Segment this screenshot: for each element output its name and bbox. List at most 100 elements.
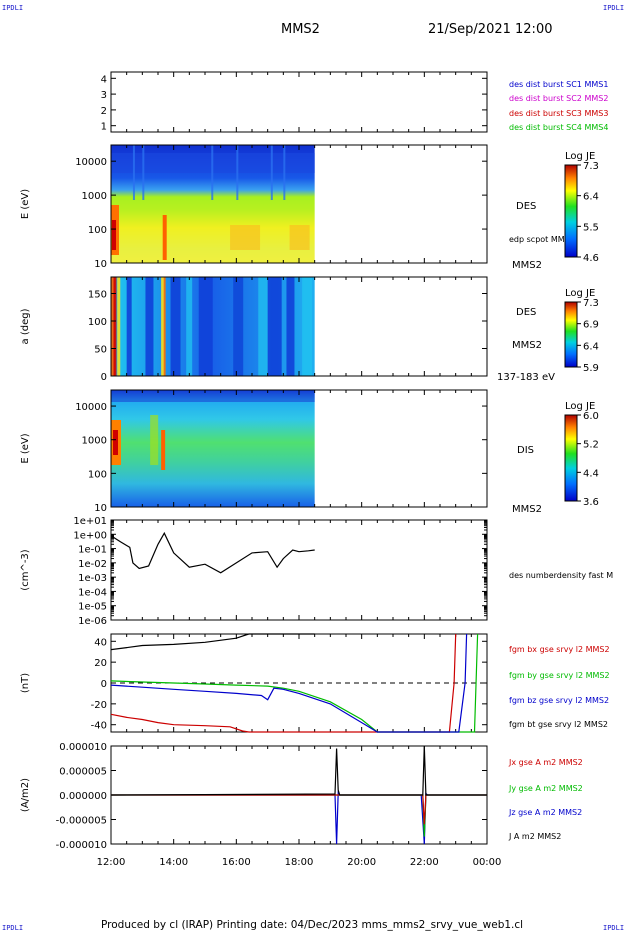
des_energy-stripe bbox=[211, 145, 214, 200]
burst-legend-item: des dist burst SC4 MMS4 bbox=[509, 123, 608, 132]
bfield-ytick-label: 0 bbox=[101, 679, 107, 690]
burst-ytick-label: 4 bbox=[101, 74, 107, 85]
des_energy-stripe bbox=[270, 145, 273, 200]
density-ytick-label: 1e+01 bbox=[73, 516, 107, 527]
des_energy-right-label: edp scpot MMS2 bbox=[509, 235, 575, 244]
time-tick-label: 18:00 bbox=[285, 857, 314, 868]
time-tick-label: 14:00 bbox=[159, 857, 188, 868]
spacecraft-title: MMS2 bbox=[281, 22, 320, 37]
datetime-title: 21/Sep/2021 12:00 bbox=[428, 22, 553, 37]
des_energy-colorbar bbox=[564, 164, 578, 258]
des_pitch-heatmap bbox=[111, 277, 315, 376]
dis_energy-colorbar-label: 3.6 bbox=[583, 497, 599, 508]
corner-label-bottom-left: IPDLI bbox=[2, 924, 24, 932]
time-tick-label: 20:00 bbox=[347, 857, 376, 868]
bfield-ytick-label: 20 bbox=[94, 658, 107, 669]
density-ytick-label: 1e-04 bbox=[78, 587, 107, 598]
current-ylabel: (A/m2) bbox=[20, 778, 31, 812]
des_energy-right-label: DES bbox=[516, 201, 536, 212]
time-tick-label: 16:00 bbox=[222, 857, 251, 868]
des_energy-colorbar-label: 6.4 bbox=[583, 192, 599, 203]
des_energy-hotspot bbox=[112, 220, 116, 250]
des_pitch-ytick-label: 100 bbox=[88, 317, 107, 328]
density-ytick-label: 1e-05 bbox=[78, 602, 107, 613]
current-ytick-label: 0.000010 bbox=[59, 742, 107, 753]
des_pitch-stripe bbox=[198, 277, 213, 376]
corner-label-top-right: IPDLI bbox=[603, 4, 625, 12]
series-line bbox=[110, 633, 468, 733]
burst-frame bbox=[110, 71, 488, 133]
des_pitch-ylabel: a (deg) bbox=[20, 308, 31, 344]
dis_energy-ytick-label: 100 bbox=[88, 469, 107, 480]
des_energy-stripe bbox=[142, 145, 145, 200]
burst-legend-item: des dist burst SC2 MMS2 bbox=[509, 94, 608, 103]
des_pitch-stripe bbox=[111, 277, 115, 376]
des_pitch-stripe bbox=[233, 277, 244, 376]
density-ytick-label: 1e-02 bbox=[78, 559, 107, 570]
series-line bbox=[111, 794, 487, 837]
bfield-legend-item: fgm by gse srvy l2 MMS2 bbox=[509, 671, 610, 680]
current-ytick-label: 0.000005 bbox=[59, 767, 107, 778]
density-frame bbox=[110, 519, 488, 621]
density-ytick-label: 1e-06 bbox=[78, 616, 107, 627]
bfield-ylabel: (nT) bbox=[20, 673, 31, 693]
density-ytick-label: 1e+00 bbox=[73, 530, 107, 541]
des_pitch-right-label: MMS2 bbox=[512, 340, 542, 351]
dis_energy-right-label: MMS2 bbox=[512, 504, 542, 515]
des_pitch-stripe bbox=[161, 277, 165, 376]
time-tick-label: 12:00 bbox=[97, 857, 126, 868]
des_pitch-ytick-label: 50 bbox=[94, 345, 107, 356]
des_pitch-stripe bbox=[170, 277, 181, 376]
des_pitch-stripe bbox=[113, 277, 117, 376]
des_energy-colorbar-label: 4.6 bbox=[583, 253, 599, 264]
current-ytick-label: -0.000005 bbox=[56, 816, 107, 827]
density-legend-item: des numberdensity fast M bbox=[509, 571, 613, 580]
series-line bbox=[110, 633, 315, 651]
des_energy-colorbar-label: 7.3 bbox=[583, 161, 599, 172]
footer-credit: Produced by cl (IRAP) Printing date: 04/… bbox=[101, 919, 524, 931]
density-ylabel: (cm^-3) bbox=[20, 549, 31, 590]
dis_energy-colorbar bbox=[564, 414, 578, 502]
current-legend-item: J A m2 MMS2 bbox=[508, 832, 561, 841]
dis_energy-colorbar-label: 4.4 bbox=[583, 468, 599, 479]
des_pitch-ytick-label: 0 bbox=[101, 372, 107, 383]
des_pitch-stripe bbox=[117, 277, 121, 376]
bfield-legend-item: fgm bz gse srvy l2 MMS2 bbox=[509, 696, 609, 705]
des_pitch-stripe bbox=[286, 277, 295, 376]
dis_energy-ytick-label: 10000 bbox=[75, 402, 107, 413]
dis_energy-ytick-label: 1000 bbox=[82, 436, 107, 447]
current-legend-item: Jx gse A m2 MMS2 bbox=[508, 758, 583, 767]
des_energy-ylabel: E (eV) bbox=[20, 189, 31, 219]
corner-label-bottom-right: IPDLI bbox=[603, 924, 625, 932]
dis_energy-ytick-label: 10 bbox=[94, 503, 107, 514]
dis_energy-hotspot bbox=[113, 430, 118, 455]
des_energy-ytick-label: 1000 bbox=[82, 191, 107, 202]
dis_energy-colorbar-title: Log JE bbox=[565, 401, 595, 412]
bfield-legend-item: fgm bt gse srvy l2 MMS2 bbox=[509, 720, 608, 729]
des_pitch-colorbar-title: Log JE bbox=[565, 288, 595, 299]
des_energy-colorbar-title: Log JE bbox=[565, 151, 595, 162]
series-line bbox=[111, 790, 487, 845]
corner-label-top-left: IPDLI bbox=[2, 4, 24, 12]
des_pitch-colorbar bbox=[564, 301, 578, 368]
des_pitch-ytick-label: 150 bbox=[88, 290, 107, 301]
burst-ytick-label: 1 bbox=[101, 122, 107, 133]
bfield-ytick-label: 40 bbox=[94, 637, 107, 648]
current-legend-item: Jz gse A m2 MMS2 bbox=[508, 808, 582, 817]
current-ytick-label: 0.000000 bbox=[59, 791, 107, 802]
des_pitch-colorbar-label: 6.4 bbox=[583, 341, 599, 352]
bfield-ytick-label: -40 bbox=[91, 721, 107, 732]
dis_energy-ylabel: E (eV) bbox=[20, 433, 31, 463]
dis_energy-heatmap bbox=[111, 390, 315, 507]
des_energy-stripe bbox=[236, 145, 239, 200]
des_pitch-right-label: 137-183 eV bbox=[497, 372, 555, 383]
des_pitch-right-label: DES bbox=[516, 307, 536, 318]
des_pitch-colorbar-label: 6.9 bbox=[583, 320, 599, 331]
des_energy-right-label: MMS2 bbox=[512, 260, 542, 271]
series-line bbox=[111, 794, 487, 825]
des_pitch-colorbar-label: 7.3 bbox=[583, 298, 599, 309]
current-legend-item: Jy gse A m2 MMS2 bbox=[508, 784, 583, 793]
des_energy-stripe bbox=[283, 145, 286, 200]
time-tick-label: 00:00 bbox=[473, 857, 502, 868]
